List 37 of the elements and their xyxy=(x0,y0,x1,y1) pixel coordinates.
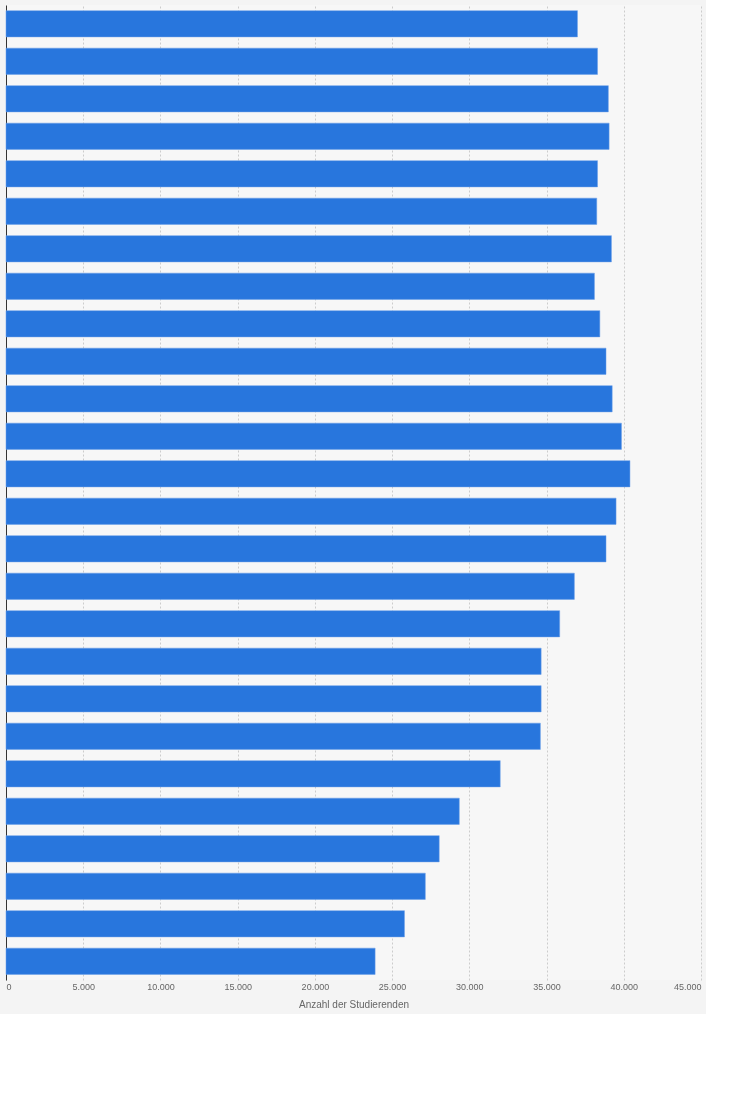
bar xyxy=(5,310,601,338)
x-axis-title: Anzahl der Studierenden xyxy=(298,998,410,1010)
bar xyxy=(5,685,542,713)
x-tick-label: 0 xyxy=(6,981,12,992)
x-tick-label: 35.000 xyxy=(533,981,561,992)
bar xyxy=(5,497,617,525)
bar xyxy=(5,460,631,488)
bar xyxy=(5,85,609,113)
bar xyxy=(5,422,622,450)
bar xyxy=(5,122,610,150)
bar xyxy=(5,947,376,975)
bar xyxy=(5,760,501,788)
x-tick-label: 5.000 xyxy=(72,981,95,992)
bar xyxy=(5,160,598,188)
bar xyxy=(5,197,597,225)
bar xyxy=(5,835,440,863)
bar xyxy=(5,572,575,600)
bar xyxy=(5,722,541,750)
x-tick-label: 25.000 xyxy=(378,981,407,992)
bar xyxy=(5,272,595,300)
x-tick-label: 40.000 xyxy=(610,981,639,992)
bar xyxy=(5,385,613,413)
bar xyxy=(5,10,578,38)
x-tick-label: 10.000 xyxy=(147,981,175,992)
bar xyxy=(5,235,612,263)
x-tick-label: 20.000 xyxy=(301,981,330,992)
x-tick-label: 15.000 xyxy=(224,981,252,992)
bar xyxy=(5,610,560,638)
x-tick-label: 45.000 xyxy=(673,981,702,992)
bar xyxy=(5,47,598,75)
bar xyxy=(5,872,426,900)
bar xyxy=(5,910,405,938)
bar xyxy=(5,797,460,825)
bar xyxy=(5,647,542,675)
x-tick-label: 30.000 xyxy=(456,981,484,992)
bar xyxy=(5,535,607,563)
bar xyxy=(5,347,607,375)
